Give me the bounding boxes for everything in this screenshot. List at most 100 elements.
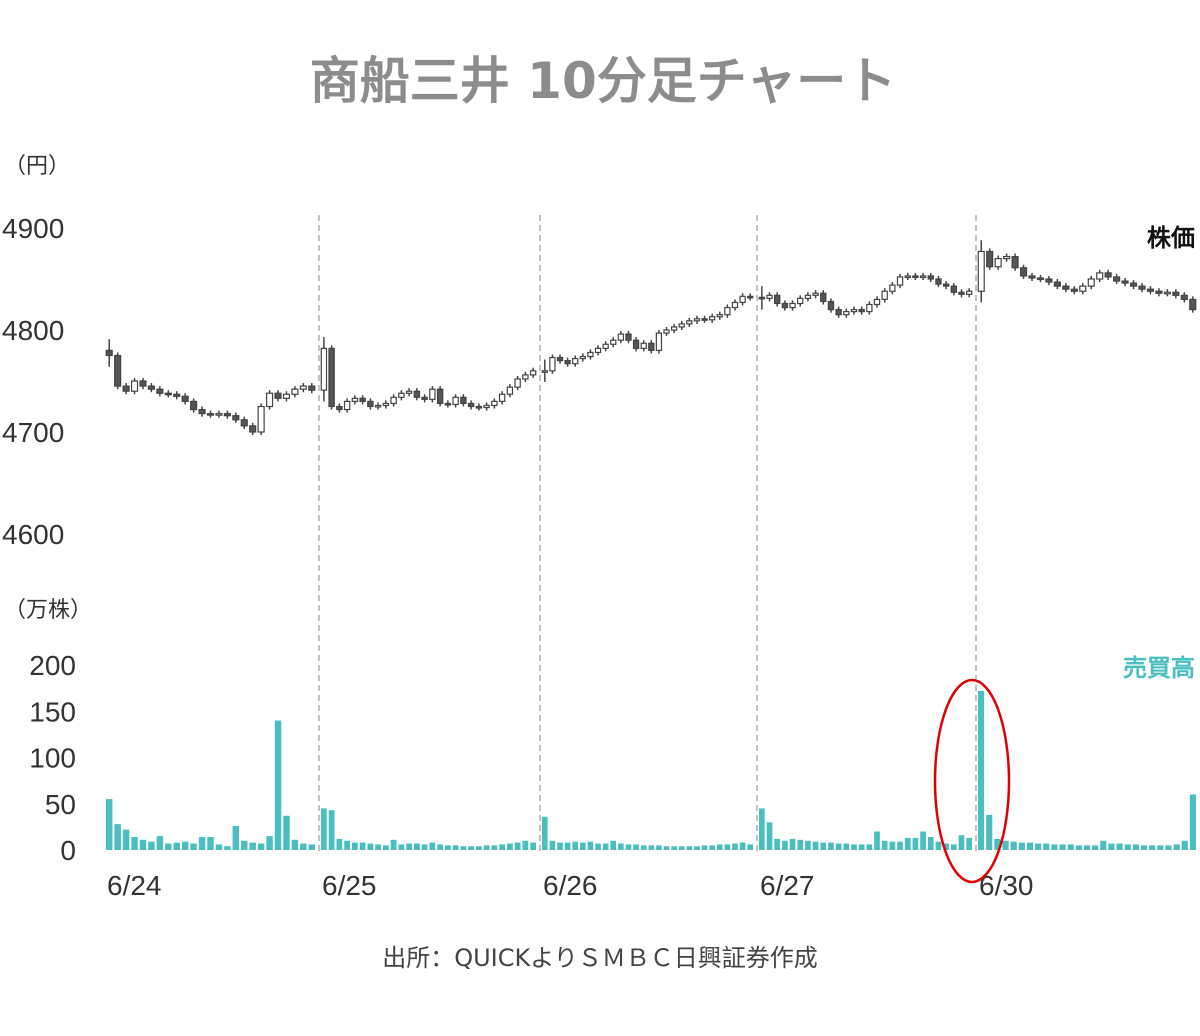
- candle-body: [632, 339, 640, 349]
- volume-bar: [686, 846, 693, 850]
- price-tick-label: 4800: [2, 315, 64, 346]
- candle-body: [716, 314, 723, 318]
- candle-body: [556, 356, 564, 362]
- candle-body: [343, 400, 351, 411]
- volume-bar: [542, 816, 548, 850]
- volume-bar: [406, 843, 412, 850]
- chart-title: 商船三井 10分足チャート: [310, 52, 897, 110]
- candle-body: [398, 392, 405, 398]
- volume-bar: [476, 846, 482, 850]
- volume-bar: [994, 838, 1001, 850]
- volume-bar: [367, 843, 374, 850]
- candle-body: [514, 378, 521, 388]
- candle-body: [789, 302, 796, 309]
- volume-bar: [835, 843, 842, 850]
- volume-bar: [266, 836, 273, 850]
- volume-bar: [291, 839, 299, 850]
- candle-body: [747, 295, 754, 299]
- candle-body: [912, 275, 919, 279]
- volume-bar: [452, 845, 459, 850]
- volume-bar: [732, 843, 738, 850]
- x-tick-label: 6/26: [543, 870, 598, 901]
- candle-body: [215, 413, 223, 416]
- volume-bar: [678, 846, 685, 850]
- volume-bar: [774, 838, 781, 850]
- candle-body: [827, 300, 835, 311]
- volume-bar: [943, 843, 949, 850]
- volume-bar: [851, 844, 857, 850]
- candle-body: [625, 333, 632, 341]
- volume-bar: [414, 843, 420, 850]
- volume-bar: [359, 842, 366, 850]
- volume-bar: [671, 846, 677, 850]
- volume-bar: [437, 844, 443, 850]
- candle-body: [147, 385, 155, 390]
- volume-bar: [283, 815, 290, 850]
- volume-bar: [557, 842, 563, 850]
- candle-body: [670, 326, 678, 331]
- candle-body: [266, 392, 274, 408]
- volume-bar: [181, 841, 189, 850]
- candle-body: [678, 323, 685, 328]
- volume-tick-label: 100: [29, 743, 76, 774]
- candle-body: [804, 294, 812, 299]
- volume-bar: [587, 841, 594, 850]
- volume-bar: [241, 840, 248, 850]
- x-tick-label: 6/30: [979, 870, 1034, 901]
- candle-body: [374, 404, 382, 408]
- volume-bar: [610, 840, 617, 850]
- candle-body: [232, 415, 240, 421]
- candle-body: [766, 294, 773, 299]
- candle-body: [1121, 280, 1129, 284]
- volume-bar: [633, 844, 639, 850]
- volume-bar: [759, 808, 765, 850]
- volume-bar: [1189, 794, 1196, 850]
- candle-body: [382, 402, 390, 407]
- volume-bar: [398, 844, 405, 850]
- candle-body: [1003, 255, 1011, 260]
- volume-bar: [580, 842, 586, 850]
- candle-body: [896, 276, 904, 286]
- candle-body: [617, 333, 625, 341]
- volume-bar: [1092, 845, 1099, 850]
- price-tick-label: 4900: [2, 213, 64, 244]
- volume-bar: [828, 842, 834, 850]
- volume-bar: [483, 845, 490, 850]
- candle-body: [1062, 285, 1070, 290]
- volume-bar: [782, 840, 788, 850]
- session-break-lines: [318, 215, 977, 852]
- candle-body: [693, 318, 701, 322]
- candle-body: [405, 390, 413, 394]
- volume-bar: [797, 839, 804, 850]
- candle-body: [1070, 288, 1078, 292]
- candle-body: [351, 397, 359, 402]
- candle-body: [663, 329, 670, 334]
- series-label-volume: 売買高: [1123, 654, 1195, 682]
- volume-bar: [663, 846, 670, 850]
- volume-bar: [190, 843, 197, 850]
- candle-body: [850, 309, 858, 313]
- candle-body: [223, 413, 231, 417]
- volume-bar: [148, 841, 155, 850]
- candle-body: [475, 405, 483, 409]
- volume-bars: [106, 690, 1196, 850]
- volume-bar: [390, 839, 397, 850]
- volume-bar: [1018, 842, 1025, 850]
- candle-body: [977, 250, 985, 292]
- volume-bar: [766, 822, 773, 850]
- candle-body: [602, 343, 609, 349]
- candle-body: [594, 347, 602, 354]
- volume-bar: [843, 843, 850, 850]
- source-note: 出所：QUICKよりＳＭＢＣ日興証券作成: [382, 944, 818, 972]
- candle-body: [648, 342, 655, 352]
- candle-body: [958, 291, 965, 295]
- candle-body: [257, 405, 265, 433]
- candle-body: [1155, 290, 1163, 294]
- candle-body: [460, 396, 467, 405]
- candle-body: [797, 297, 804, 305]
- candle-body: [506, 386, 514, 395]
- candle-body: [739, 295, 746, 304]
- candle-body: [820, 292, 827, 303]
- candle-body: [336, 405, 343, 411]
- volume-bar: [139, 839, 147, 850]
